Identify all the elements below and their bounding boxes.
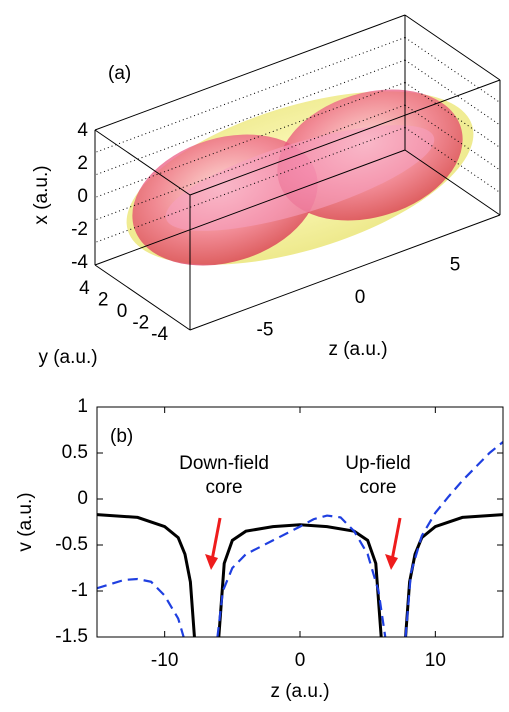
x-tick-label: 0 — [295, 650, 306, 671]
x-tick-label: 4 — [77, 120, 88, 141]
z-tick-label: -5 — [257, 320, 274, 341]
x-tick-label: 0 — [77, 186, 88, 207]
note-text: Down-field — [179, 453, 269, 474]
note-text: core — [360, 477, 397, 498]
x-tick-label: 10 — [425, 650, 446, 671]
z-axis-label: z (a.u.) — [328, 339, 387, 360]
plot-frame — [97, 407, 503, 637]
series-line — [97, 442, 503, 637]
y-tick-label: -1.5 — [55, 626, 88, 647]
box-edge — [405, 15, 500, 80]
y-axis-label: v (a.u.) — [15, 492, 36, 551]
annotation: (a) — [108, 63, 131, 84]
y-tick-label: 4 — [79, 278, 90, 299]
z-tick-label: 5 — [450, 255, 461, 276]
note-arrow — [392, 518, 400, 560]
y-tick-label: -2 — [132, 312, 149, 333]
note-text: core — [206, 477, 243, 498]
x-tick-label: -4 — [71, 252, 88, 273]
x-tick-label: -10 — [151, 650, 178, 671]
y-tick-label: 2 — [98, 290, 109, 311]
x-axis-label: z (a.u.) — [270, 681, 329, 702]
x-tick-label: -2 — [71, 219, 88, 240]
y-tick-label: -0.5 — [55, 534, 88, 555]
y-tick-label: 0 — [117, 301, 128, 322]
annotation: (b) — [110, 426, 133, 447]
y-tick-label: 0.5 — [62, 442, 88, 463]
x-tick-label: 2 — [77, 153, 88, 174]
y-tick-label: -4 — [151, 324, 168, 345]
note-text: Up-field — [345, 453, 410, 474]
note-arrow — [212, 518, 220, 560]
series-line — [97, 515, 503, 637]
y-axis-label: y (a.u.) — [38, 347, 97, 368]
note-arrowhead — [385, 554, 398, 570]
note-arrowhead — [205, 554, 218, 570]
z-tick-label: 0 — [355, 287, 366, 308]
y-tick-label: 0 — [77, 488, 88, 509]
x-axis-label: x (a.u.) — [31, 165, 52, 224]
figure: (a)420-2-4420-2-450-5x (a.u.)y (a.u.)z (… — [0, 0, 509, 707]
y-tick-label: 1 — [77, 396, 88, 417]
y-tick-label: -1 — [71, 580, 88, 601]
